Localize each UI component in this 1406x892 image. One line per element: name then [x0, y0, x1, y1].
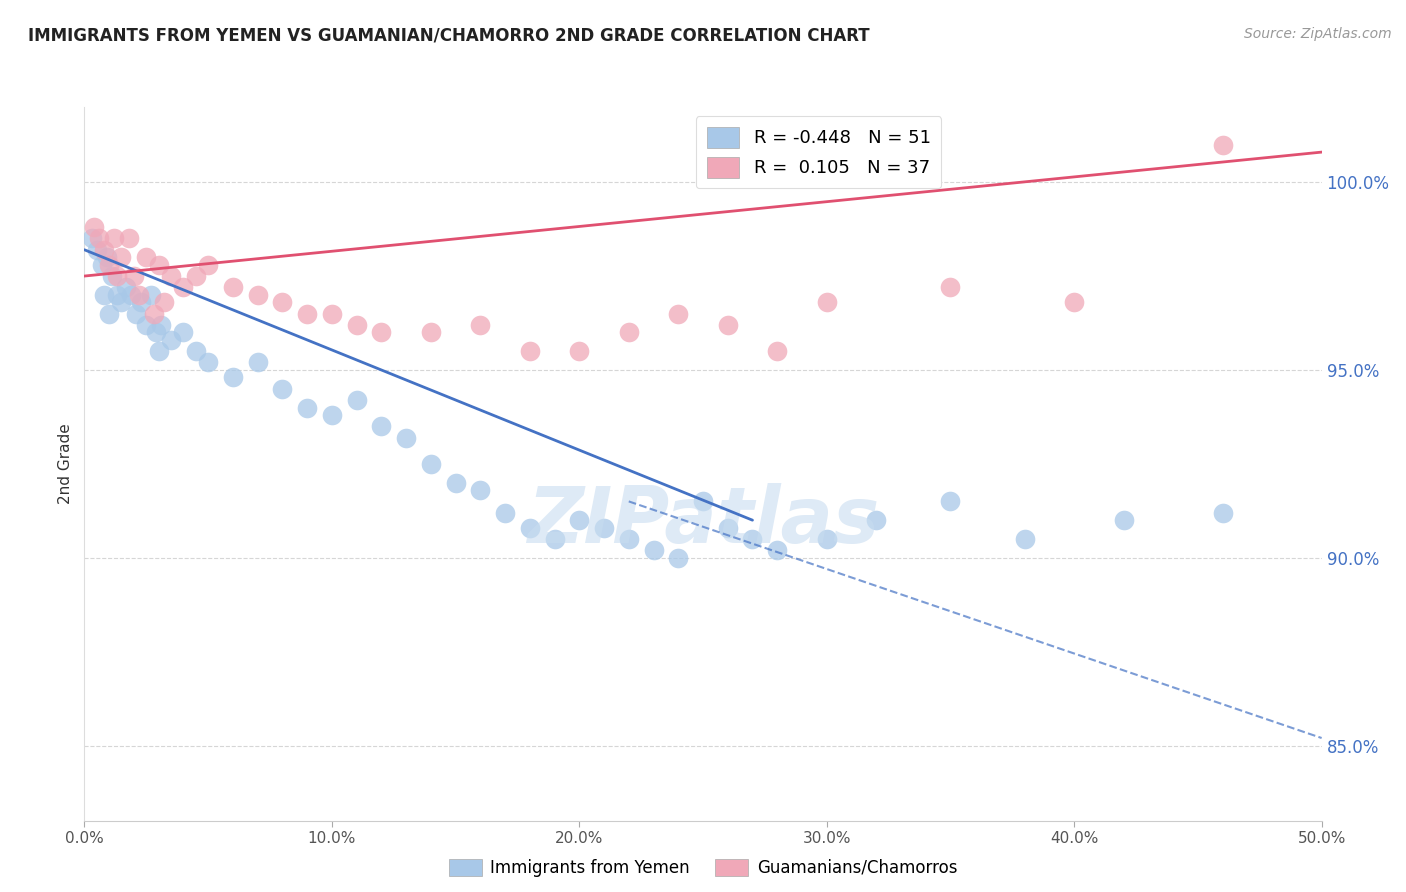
Point: [519, 521, 541, 535]
Point: [93, 243, 115, 257]
Point: [96, 250, 118, 264]
Point: [470, 318, 492, 332]
Point: [197, 355, 219, 369]
Point: [89, 231, 111, 245]
Point: [568, 513, 591, 527]
Point: [98, 307, 121, 321]
Point: [1014, 532, 1036, 546]
Point: [184, 344, 207, 359]
Point: [1212, 137, 1234, 152]
Point: [939, 280, 962, 294]
Point: [815, 532, 838, 546]
Point: [90, 258, 112, 272]
Point: [865, 513, 887, 527]
Point: [643, 543, 665, 558]
Point: [444, 475, 467, 490]
Point: [271, 382, 294, 396]
Point: [766, 543, 789, 558]
Point: [148, 344, 170, 359]
Point: [160, 268, 183, 283]
Point: [125, 307, 148, 321]
Point: [135, 250, 157, 264]
Point: [741, 532, 763, 546]
Point: [766, 344, 789, 359]
Point: [692, 494, 714, 508]
Point: [172, 326, 194, 340]
Point: [83, 220, 105, 235]
Point: [939, 494, 962, 508]
Point: [141, 288, 163, 302]
Point: [105, 268, 128, 283]
Point: [103, 231, 125, 245]
Point: [184, 268, 207, 283]
Point: [815, 295, 838, 310]
Point: [519, 344, 541, 359]
Point: [494, 506, 516, 520]
Point: [568, 344, 591, 359]
Point: [150, 318, 173, 332]
Point: [120, 288, 142, 302]
Point: [593, 521, 616, 535]
Point: [543, 532, 565, 546]
Text: Source: ZipAtlas.com: Source: ZipAtlas.com: [1244, 27, 1392, 41]
Text: IMMIGRANTS FROM YEMEN VS GUAMANIAN/CHAMORRO 2ND GRADE CORRELATION CHART: IMMIGRANTS FROM YEMEN VS GUAMANIAN/CHAMO…: [28, 27, 870, 45]
Point: [1212, 506, 1234, 520]
Y-axis label: 2nd Grade: 2nd Grade: [58, 424, 73, 504]
Point: [295, 307, 318, 321]
Point: [129, 295, 152, 310]
Point: [115, 280, 138, 294]
Point: [666, 307, 689, 321]
Point: [80, 231, 103, 245]
Point: [370, 326, 392, 340]
Point: [145, 326, 167, 340]
Point: [666, 550, 689, 565]
Point: [98, 258, 121, 272]
Point: [142, 307, 165, 321]
Point: [617, 532, 640, 546]
Point: [321, 307, 343, 321]
Point: [246, 355, 269, 369]
Point: [105, 288, 128, 302]
Point: [86, 243, 108, 257]
Point: [717, 318, 740, 332]
Point: [470, 483, 492, 497]
Point: [370, 419, 392, 434]
Point: [110, 295, 132, 310]
Point: [110, 250, 132, 264]
Point: [122, 268, 145, 283]
Point: [1063, 295, 1085, 310]
Point: [222, 280, 245, 294]
Point: [271, 295, 294, 310]
Point: [148, 258, 170, 272]
Point: [1112, 513, 1135, 527]
Point: [118, 231, 141, 245]
Point: [346, 318, 368, 332]
Point: [617, 326, 640, 340]
Point: [93, 288, 115, 302]
Point: [197, 258, 219, 272]
Point: [100, 268, 122, 283]
Point: [419, 457, 441, 471]
Point: [321, 408, 343, 422]
Text: ZIPatlas: ZIPatlas: [527, 483, 879, 559]
Point: [152, 295, 174, 310]
Point: [172, 280, 194, 294]
Point: [395, 431, 418, 445]
Point: [717, 521, 740, 535]
Point: [246, 288, 269, 302]
Legend: Immigrants from Yemen, Guamanians/Chamorros: Immigrants from Yemen, Guamanians/Chamor…: [441, 852, 965, 884]
Point: [128, 288, 150, 302]
Point: [222, 370, 245, 384]
Legend: R = -0.448   N = 51, R =  0.105   N = 37: R = -0.448 N = 51, R = 0.105 N = 37: [696, 116, 942, 188]
Point: [419, 326, 441, 340]
Point: [135, 318, 157, 332]
Point: [346, 392, 368, 407]
Point: [160, 333, 183, 347]
Point: [295, 401, 318, 415]
